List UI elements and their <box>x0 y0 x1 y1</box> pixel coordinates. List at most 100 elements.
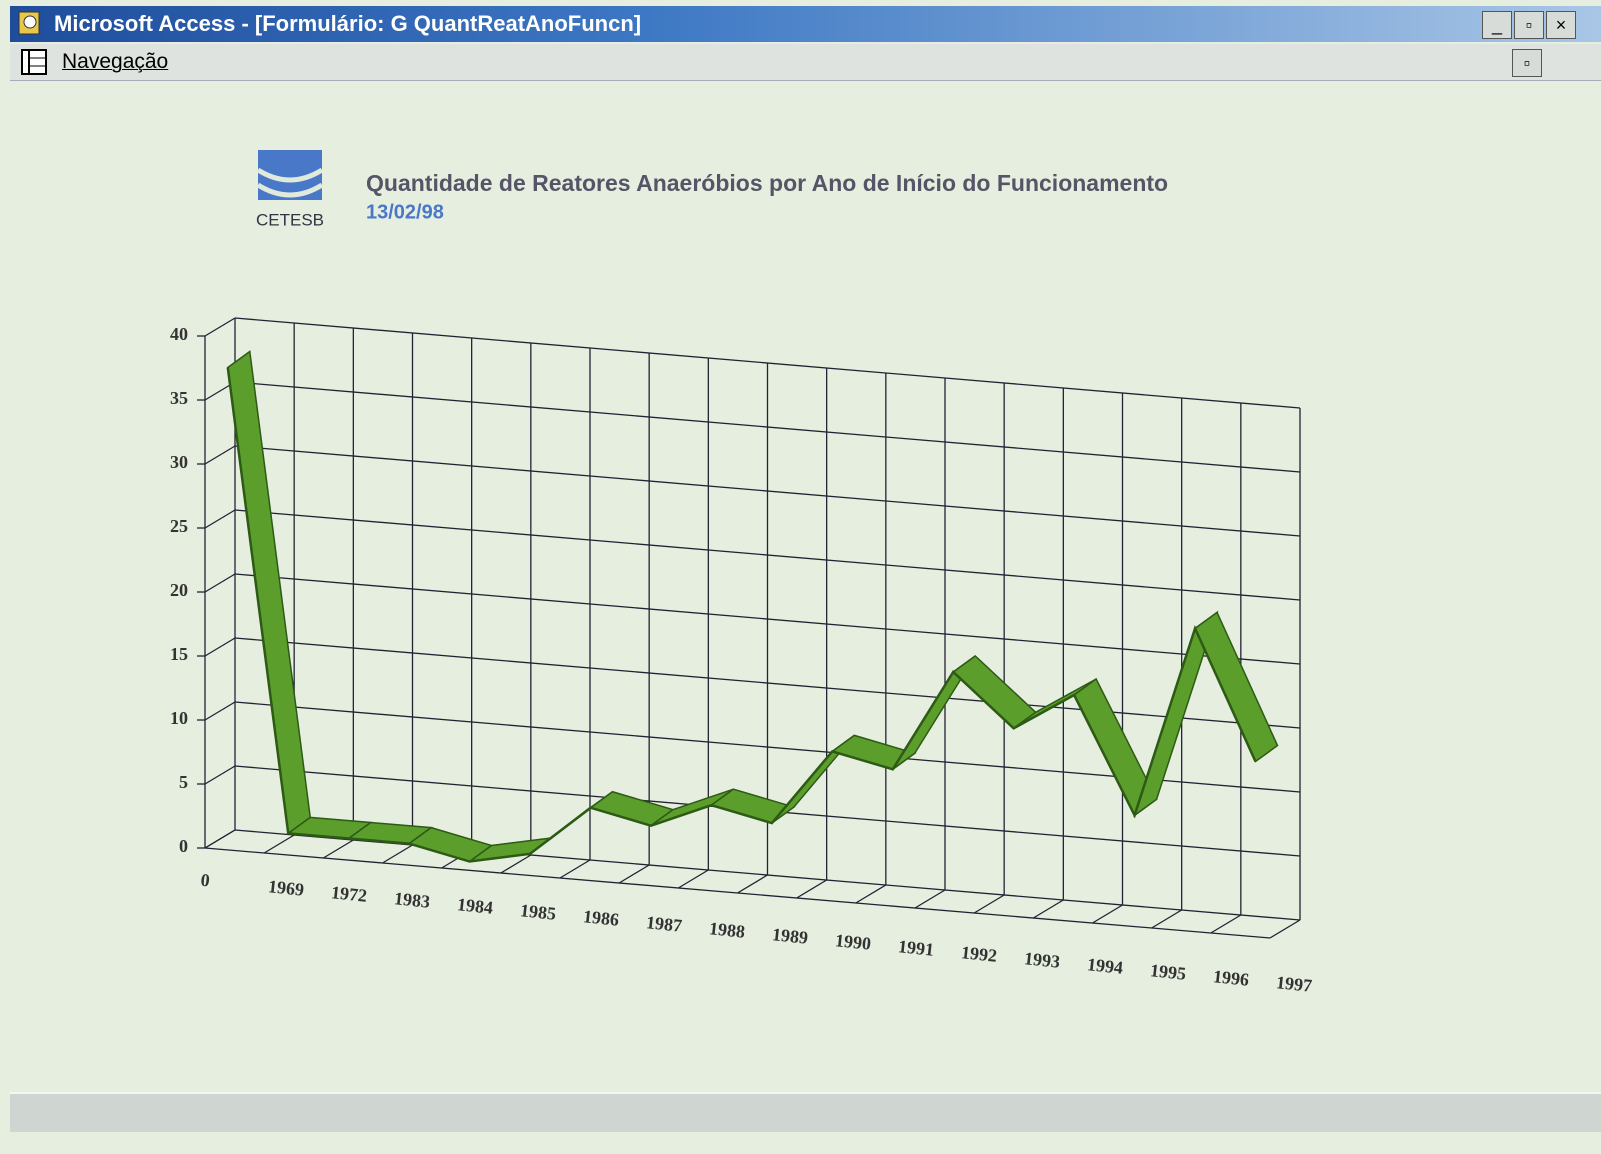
x-tick-label: 1983 <box>393 888 431 912</box>
y-tick-label: 35 <box>170 388 188 408</box>
restore-button[interactable]: ▫ <box>1514 11 1544 39</box>
y-tick-label: 5 <box>179 772 188 792</box>
side-grid-line <box>204 701 236 721</box>
y-tick-label: 30 <box>170 452 188 472</box>
title-bar: Microsoft Access - [Formulário: G QuantR… <box>10 6 1601 42</box>
ribbon-segment <box>286 816 373 840</box>
floor-line <box>559 859 591 879</box>
logo <box>256 150 324 200</box>
floor-line <box>382 844 413 864</box>
app-icon <box>18 11 40 35</box>
ribbon-segment <box>1013 678 1097 729</box>
side-grid-line <box>204 573 236 593</box>
chart-title: Quantidade de Reatores Anaeróbios por An… <box>366 170 1168 196</box>
floor-line <box>973 894 1005 914</box>
x-tick-label: 1984 <box>456 894 494 918</box>
x-tick-label: 0 <box>200 870 211 891</box>
ribbon-segment <box>407 826 494 863</box>
floor-line <box>1210 914 1242 934</box>
ribbon-segment <box>226 350 312 835</box>
x-tick-label: 1995 <box>1149 960 1187 984</box>
menu-bar: Navegação <box>10 44 1601 81</box>
x-tick-label: 1969 <box>267 876 305 900</box>
ribbon-segment <box>952 655 1037 730</box>
floor-line <box>796 879 828 899</box>
grid-line <box>234 445 1301 537</box>
y-tick-label: 20 <box>170 580 188 600</box>
floor-line <box>737 874 768 894</box>
y-tick-label: 0 <box>179 836 188 856</box>
ribbon-segment <box>529 791 613 855</box>
ribbon-segment <box>1194 611 1279 763</box>
x-tick-label: 1997 <box>1275 972 1313 996</box>
floor-line <box>1092 904 1123 924</box>
floor-line <box>263 834 295 854</box>
ribbon-segment <box>469 837 553 863</box>
floor-line <box>914 889 946 909</box>
x-tick-label: 1985 <box>519 900 557 924</box>
floor-line <box>441 849 473 869</box>
x-tick-label: 1988 <box>708 918 746 942</box>
x-tick-label: 1986 <box>582 906 620 930</box>
x-tick-label: 1994 <box>1086 954 1124 978</box>
ribbon-segment <box>771 734 855 824</box>
y-tick-label: 15 <box>170 644 188 664</box>
y-tick-label: 25 <box>170 516 188 536</box>
form-icon <box>21 49 47 75</box>
grid-line <box>234 829 1301 921</box>
side-grid-line <box>204 829 236 849</box>
grid-line <box>234 637 1301 729</box>
side-grid-line <box>204 317 236 337</box>
x-tick-label: 1972 <box>330 882 368 906</box>
floor-line <box>1032 899 1064 919</box>
ribbon-segment <box>1133 610 1219 818</box>
data-line <box>226 367 1257 863</box>
grid-line <box>234 381 1301 473</box>
y-tick-label: 10 <box>170 708 188 728</box>
ribbon-segment <box>892 655 976 770</box>
ribbon-segment <box>588 790 675 827</box>
ribbon-segment <box>650 788 734 827</box>
logo-text: CETESB <box>256 210 324 229</box>
grid-line <box>234 317 1301 409</box>
grid-line <box>234 509 1301 601</box>
floor-line <box>1151 909 1183 929</box>
floor-front <box>204 847 1271 939</box>
x-tick-label: 1992 <box>960 942 998 966</box>
grid-line <box>234 765 1301 857</box>
floor-line <box>618 864 650 884</box>
chart-subtitle: 13/02/98 <box>366 201 444 223</box>
ribbon-segment <box>346 821 434 845</box>
ribbon-segment <box>1073 677 1158 817</box>
x-tick-label: 1989 <box>771 924 809 948</box>
side-grid-line <box>204 637 236 657</box>
floor-line <box>1269 919 1301 939</box>
grid-line <box>234 701 1301 793</box>
y-tick-label: 40 <box>170 324 188 344</box>
grid-line <box>234 573 1301 665</box>
side-grid-line <box>204 765 236 785</box>
x-tick-label: 1990 <box>834 930 872 954</box>
x-tick-label: 1991 <box>897 936 935 960</box>
doc-restore-button[interactable]: ▫ <box>1512 49 1542 77</box>
side-grid-line <box>204 381 236 401</box>
floor-line <box>322 839 354 859</box>
window-title: Microsoft Access - [Formulário: G QuantR… <box>54 11 642 36</box>
ribbon-segment <box>709 788 796 824</box>
status-bar <box>10 1092 1601 1132</box>
floor-line <box>855 884 887 904</box>
side-grid-line <box>204 445 236 465</box>
floor-line <box>677 869 709 889</box>
minimize-button[interactable]: _ <box>1482 11 1512 39</box>
ribbon-segment <box>830 734 917 771</box>
menu-item[interactable]: Navegação <box>62 50 169 73</box>
side-grid-line <box>204 509 236 529</box>
close-button[interactable]: × <box>1546 11 1576 39</box>
x-tick-label: 1987 <box>645 912 683 936</box>
x-tick-label: 1996 <box>1212 966 1250 990</box>
x-tick-label: 1993 <box>1023 948 1061 972</box>
floor-line <box>500 854 532 874</box>
floor-line <box>204 829 236 849</box>
